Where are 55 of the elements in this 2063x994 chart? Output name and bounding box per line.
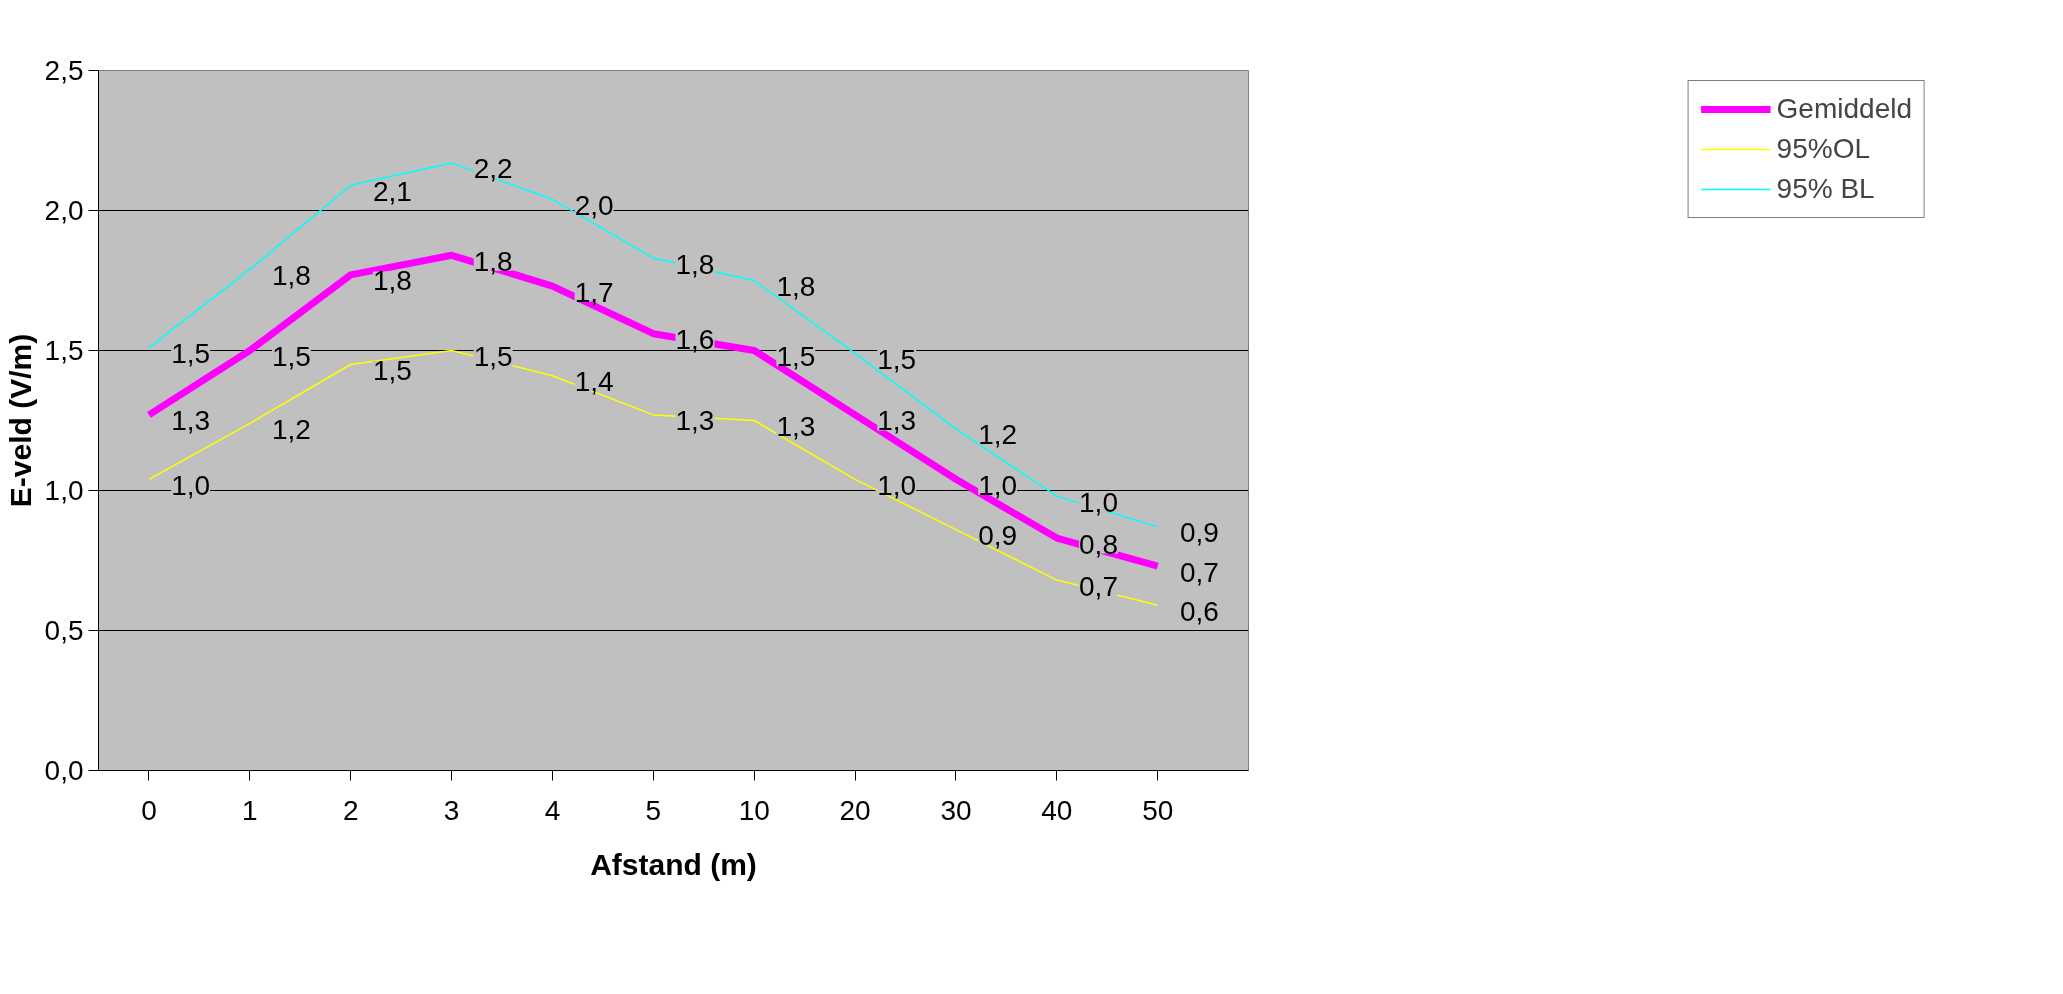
data-label: 1,3 <box>877 405 917 437</box>
data-label: 1,8 <box>272 259 311 291</box>
y-tick-label: 2,5 <box>44 55 84 86</box>
data-label: 1,8 <box>675 248 715 280</box>
x-tick-label: 2 <box>342 794 359 826</box>
data-label: 0,7 <box>1079 570 1118 602</box>
data-label: 1,5 <box>877 343 917 375</box>
data-label: 1,2 <box>272 413 311 445</box>
legend-label: 95% BL <box>1776 173 1875 205</box>
data-label: 1,0 <box>171 469 211 501</box>
data-label: 0,8 <box>1079 528 1118 560</box>
y-tick-label: 1,5 <box>44 335 84 366</box>
legend-label: Gemiddeld <box>1776 93 1912 125</box>
x-tick-label: 0 <box>141 794 157 826</box>
data-label: 1,3 <box>675 405 715 437</box>
data-label: 1,4 <box>574 366 614 398</box>
x-tick-label: 40 <box>1041 794 1073 826</box>
data-label: 1,0 <box>978 469 1018 501</box>
data-label: 1,3 <box>171 405 211 437</box>
data-label: 1,0 <box>877 469 917 501</box>
data-label: 2,0 <box>574 189 614 221</box>
x-axis-title: Afstand (m) <box>590 847 757 881</box>
data-label: 1,8 <box>776 271 816 302</box>
data-label: 1,0 <box>1079 486 1118 518</box>
y-tick-label: 1,0 <box>44 475 84 506</box>
x-tick-label: 30 <box>940 794 972 826</box>
data-label: 1,6 <box>675 324 715 356</box>
y-tick-label: 0,0 <box>44 755 84 786</box>
x-tick-label: 4 <box>544 794 561 826</box>
data-label: 0,9 <box>1179 517 1219 549</box>
data-label: 1,5 <box>372 355 412 386</box>
data-label: 1,8 <box>372 265 412 297</box>
y-tick-label: 0,5 <box>44 615 84 646</box>
data-label: 2,2 <box>473 153 513 185</box>
data-label: 0,7 <box>1179 556 1219 588</box>
data-label: 0,6 <box>1179 595 1219 627</box>
x-tick-label: 3 <box>443 794 460 826</box>
data-label: 1,5 <box>272 341 311 372</box>
data-label: 1,5 <box>473 341 513 372</box>
x-tick-label: 5 <box>645 794 662 826</box>
data-label: 1,8 <box>473 245 513 277</box>
y-tick-label: 2,0 <box>44 195 84 226</box>
data-label: 1,3 <box>776 411 816 442</box>
data-label: 1,2 <box>978 419 1018 451</box>
y-axis-title: E-veld (V/m) <box>3 333 37 508</box>
x-tick-label: 20 <box>839 794 871 826</box>
legend-label: 95%OL <box>1776 133 1870 165</box>
x-tick-label: 50 <box>1142 794 1174 826</box>
data-label: 1,5 <box>776 341 816 372</box>
data-label: 1,5 <box>171 338 211 370</box>
x-tick-label: 10 <box>738 794 770 826</box>
data-label: 0,9 <box>978 520 1018 552</box>
x-tick-label: 1 <box>242 794 258 826</box>
data-label: 2,1 <box>372 175 412 207</box>
data-label: 1,7 <box>574 276 614 308</box>
